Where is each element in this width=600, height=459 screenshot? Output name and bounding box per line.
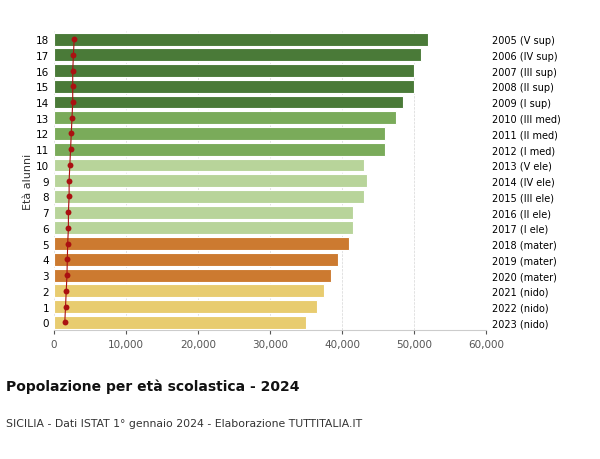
Y-axis label: Età alunni: Età alunni xyxy=(23,153,33,209)
Bar xyxy=(54,316,306,329)
Point xyxy=(60,319,70,326)
Bar xyxy=(54,222,353,235)
Point xyxy=(65,162,74,169)
Bar xyxy=(54,81,414,94)
Point xyxy=(62,272,72,279)
Point xyxy=(67,130,76,138)
Point xyxy=(68,99,77,106)
Point xyxy=(68,68,77,75)
Bar xyxy=(54,206,353,219)
Point xyxy=(64,193,74,201)
Bar xyxy=(54,159,364,172)
Point xyxy=(64,225,73,232)
Point xyxy=(70,36,79,44)
Point xyxy=(68,84,77,91)
Bar xyxy=(54,238,349,251)
Bar xyxy=(54,269,331,282)
Bar xyxy=(54,253,338,266)
Text: Popolazione per età scolastica - 2024: Popolazione per età scolastica - 2024 xyxy=(6,379,299,393)
Bar xyxy=(54,34,428,46)
Bar xyxy=(54,301,317,313)
Point xyxy=(61,303,70,311)
Bar xyxy=(54,285,324,297)
Point xyxy=(64,209,73,216)
Point xyxy=(66,146,76,154)
Point xyxy=(68,52,78,59)
Bar xyxy=(54,175,367,188)
Bar xyxy=(54,49,421,62)
Bar xyxy=(54,144,385,157)
Bar xyxy=(54,190,364,203)
Point xyxy=(62,256,72,263)
Bar xyxy=(54,112,396,125)
Bar xyxy=(54,96,403,109)
Point xyxy=(63,241,73,248)
Bar xyxy=(54,65,414,78)
Bar xyxy=(54,128,385,140)
Point xyxy=(64,178,74,185)
Point xyxy=(61,287,71,295)
Point xyxy=(67,115,77,122)
Text: SICILIA - Dati ISTAT 1° gennaio 2024 - Elaborazione TUTTITALIA.IT: SICILIA - Dati ISTAT 1° gennaio 2024 - E… xyxy=(6,418,362,428)
